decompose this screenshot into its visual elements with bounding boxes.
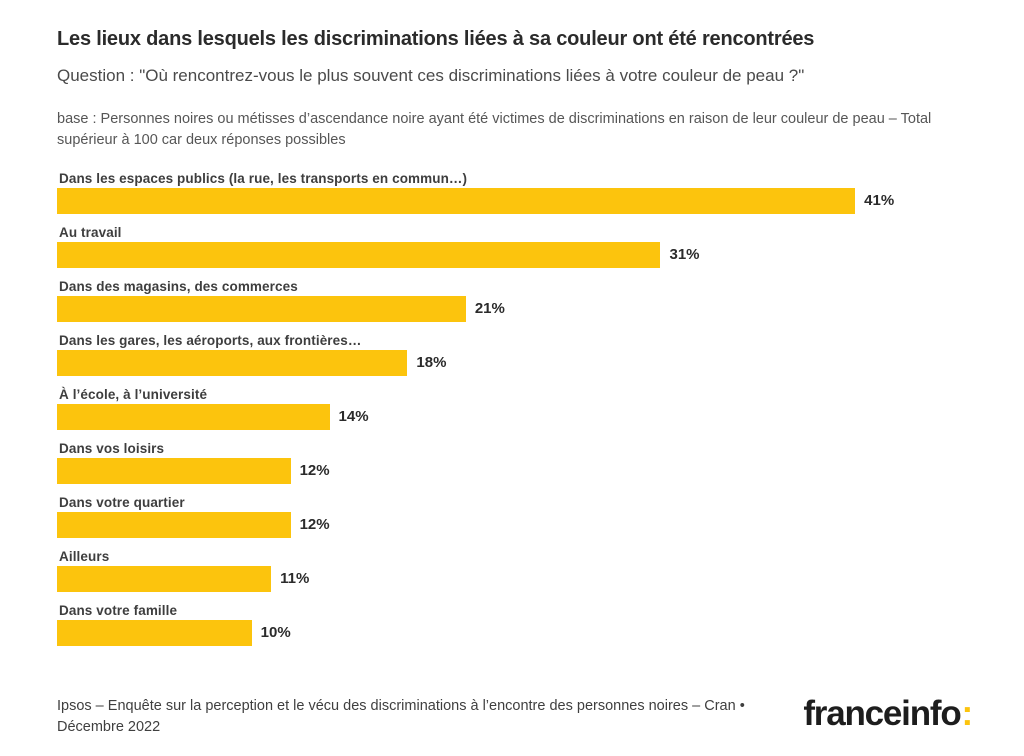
bar-row: Dans des magasins, des commerces 21% bbox=[57, 279, 964, 322]
bar-track: 21% bbox=[57, 295, 964, 322]
source-attribution: Ipsos – Enquête sur la perception et le … bbox=[57, 697, 745, 735]
bar-value: 11% bbox=[280, 570, 310, 588]
bar-value: 21% bbox=[474, 300, 505, 318]
bar-row: Dans les espaces publics (la rue, les tr… bbox=[57, 171, 964, 214]
bar-value: 12% bbox=[299, 462, 330, 480]
bar-label: À l’école, à l’université bbox=[59, 386, 208, 402]
franceinfo-logo: franceinfo: bbox=[803, 694, 974, 740]
question-subtitle: Question : "Où rencontrez-vous le plus s… bbox=[57, 66, 805, 85]
bar-track: 41% bbox=[57, 187, 964, 214]
bar-track: 11% bbox=[57, 565, 964, 592]
bar-chart: Dans les espaces publics (la rue, les tr… bbox=[57, 171, 964, 646]
bar-track: 12% bbox=[57, 457, 964, 484]
bar-label: Dans les gares, les aéroports, aux front… bbox=[59, 332, 362, 348]
bar-row: Ailleurs 11% bbox=[57, 549, 964, 592]
bar-fill bbox=[57, 349, 408, 376]
base-note: base : Personnes noires ou métisses d’as… bbox=[57, 111, 932, 148]
bar-value: 41% bbox=[864, 192, 895, 210]
bar-row: Dans votre famille 10% bbox=[57, 603, 964, 646]
bar-row: Dans les gares, les aéroports, aux front… bbox=[57, 333, 964, 376]
bar-value: 14% bbox=[338, 408, 369, 426]
footer: Ipsos – Enquête sur la perception et le … bbox=[57, 694, 974, 740]
bar-value: 18% bbox=[416, 354, 447, 372]
bar-label: Ailleurs bbox=[59, 548, 110, 564]
bar-fill bbox=[57, 241, 661, 268]
bar-label: Dans vos loisirs bbox=[59, 440, 165, 456]
bar-fill bbox=[57, 511, 291, 538]
bar-label: Dans les espaces publics (la rue, les tr… bbox=[59, 170, 468, 186]
bar-row: Dans votre quartier 12% bbox=[57, 495, 964, 538]
bar-fill bbox=[57, 295, 466, 322]
bar-fill bbox=[57, 403, 330, 430]
bar-track: 12% bbox=[57, 511, 964, 538]
bar-label: Dans des magasins, des commerces bbox=[59, 278, 298, 294]
bar-track: 31% bbox=[57, 241, 964, 268]
bar-fill bbox=[57, 565, 272, 592]
bar-track: 14% bbox=[57, 403, 964, 430]
bar-label: Dans votre famille bbox=[59, 602, 178, 618]
logo-text: franceinfo bbox=[803, 694, 961, 733]
bar-value: 31% bbox=[669, 246, 700, 264]
bar-row: Dans vos loisirs 12% bbox=[57, 441, 964, 484]
bar-value: 10% bbox=[260, 624, 291, 642]
bar-row: À l’école, à l’université 14% bbox=[57, 387, 964, 430]
page-title: Les lieux dans lesquels les discriminati… bbox=[57, 28, 815, 50]
bar-label: Dans votre quartier bbox=[59, 494, 185, 510]
bar-fill bbox=[57, 187, 856, 214]
bar-track: 18% bbox=[57, 349, 964, 376]
bar-fill bbox=[57, 457, 291, 484]
bar-track: 10% bbox=[57, 619, 964, 646]
bar-label: Au travail bbox=[59, 224, 122, 240]
bar-fill bbox=[57, 619, 252, 646]
bar-value: 12% bbox=[299, 516, 330, 534]
logo-colon-icon: : bbox=[961, 694, 974, 733]
bar-row: Au travail 31% bbox=[57, 225, 964, 268]
